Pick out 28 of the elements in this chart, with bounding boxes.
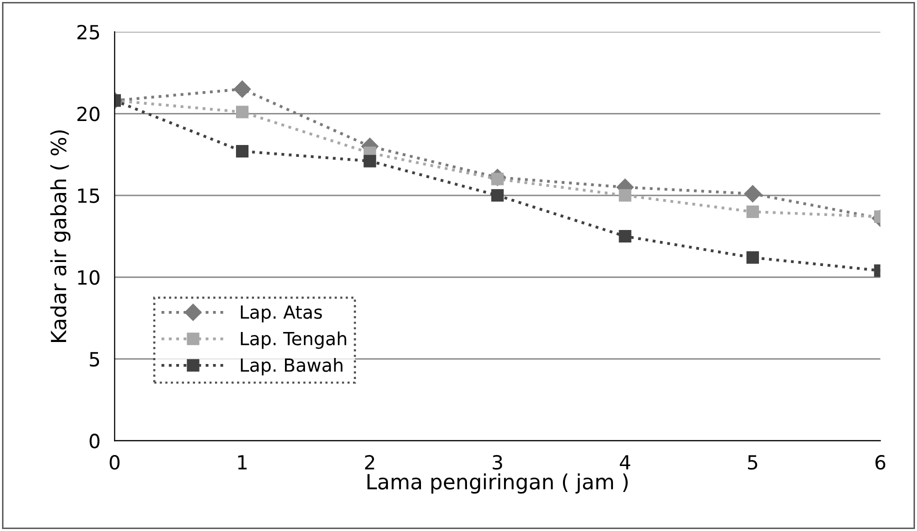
x-tick-label: 6 [875,454,886,470]
x-tick-label: 2 [365,454,374,470]
point [746,251,759,264]
x-tick-label: 4 [620,455,630,470]
y-tick-label: 5 [90,352,100,367]
y-tick-label: 0 [90,434,100,448]
point [364,154,376,168]
point [236,106,248,118]
point [744,185,762,202]
legend-label: Lap. Bawah [240,358,342,376]
point [234,80,251,98]
y-tick-label: 25 [77,24,100,40]
point [746,206,759,218]
y-tick-label: 10 [78,270,100,285]
point [236,145,248,158]
point [491,189,504,202]
y-tick-label: 20 [77,106,100,122]
x-tick-label: 5 [748,455,758,470]
x-axis-title: Lama pengiringan ( jam ) [368,473,628,494]
y-axis-title: Kadar air gabah ( %) [50,130,70,342]
legend-label: Lap. Tengah [240,331,346,349]
legend-label: Lap. Atas [240,305,322,322]
x-tick-label: 0 [110,454,120,470]
y-tick-label: 15 [78,188,100,204]
point [618,189,632,202]
point [618,230,632,243]
x-tick-label: 1 [238,455,247,470]
x-tick-label: 3 [492,454,502,470]
